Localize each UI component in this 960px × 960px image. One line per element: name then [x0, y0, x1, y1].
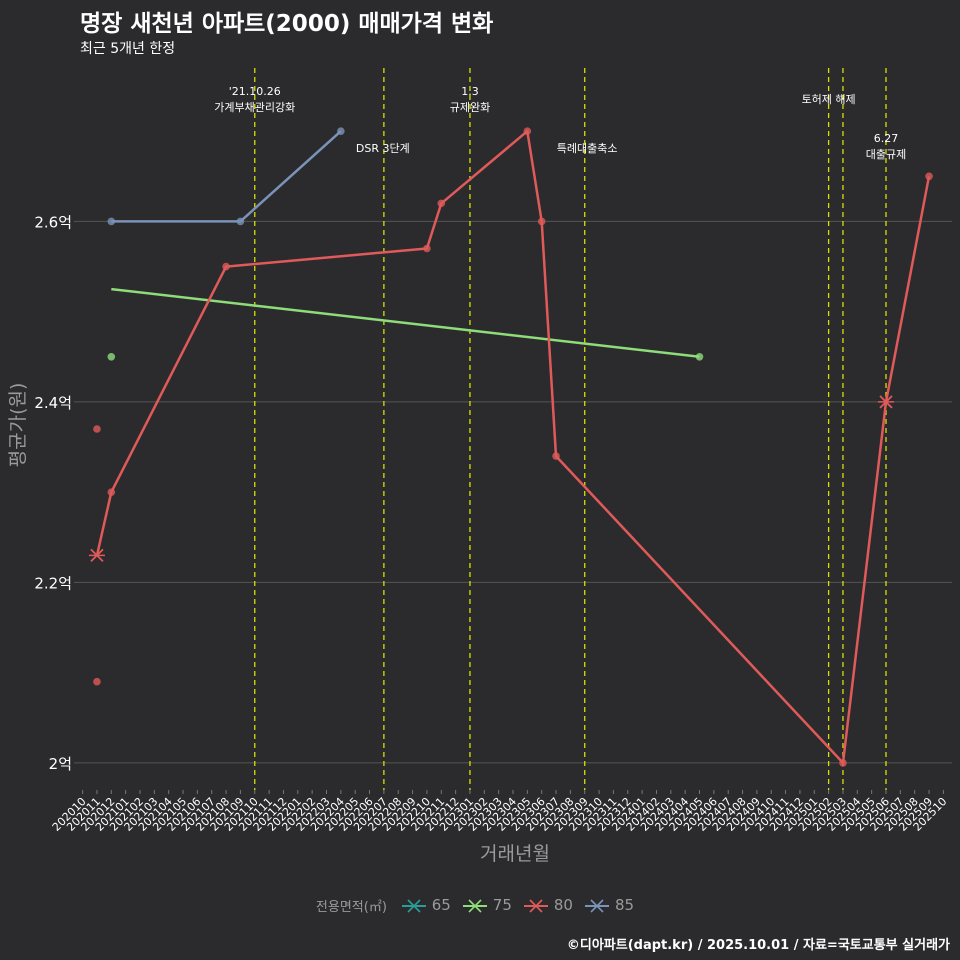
legend-key-icon [462, 899, 487, 913]
y-tick-label: 2.6억 [34, 213, 72, 231]
legend-key-icon [401, 899, 426, 913]
event-label: 대출규제 [866, 148, 906, 161]
y-tick-label: 2억 [49, 755, 72, 773]
data-point [93, 425, 101, 433]
legend-key-icon [523, 899, 548, 913]
data-point [437, 199, 446, 208]
y-tick-label: 2.2억 [34, 574, 72, 592]
data-point [523, 127, 532, 135]
legend: 전용면적(㎡) 65 75 80 85 [0, 896, 960, 915]
x-axis-ticks: 2020102020112020122021012021022021032021… [50, 790, 950, 834]
event-label: 토허제 해제 [802, 92, 856, 106]
legend-item-80: 80 [522, 896, 573, 915]
event-label: 규제완화 [450, 101, 490, 114]
legend-item-65: 65 [400, 896, 451, 915]
data-point [107, 217, 116, 226]
data-point [93, 677, 101, 686]
data-point [695, 353, 704, 361]
event-label: DSR 3단계 [356, 142, 410, 155]
data-point [222, 262, 230, 271]
chart-subtitle: 최근 5개년 한정 [80, 41, 176, 57]
data-point [107, 488, 116, 496]
data-point [552, 452, 560, 460]
data-point [107, 353, 116, 361]
event-lines [254, 68, 887, 790]
data-point [537, 217, 546, 226]
source-footer: ©디아파트(dapt.kr) / 2025.10.01 / 자료=국토교통부 실… [566, 938, 950, 953]
legend-label: 75 [492, 896, 512, 915]
series-line [95, 129, 931, 765]
grid-lines [74, 220, 952, 764]
legend-item-85: 85 [583, 896, 634, 915]
legend-label: 65 [431, 896, 451, 915]
event-label: 특례대출축소 [557, 142, 618, 155]
series-line [111, 287, 700, 359]
legend-key-icon [584, 899, 609, 913]
y-axis-label: 평균가(원) [7, 383, 29, 468]
legend-item-75: 75 [461, 896, 512, 915]
x-axis-label: 거래년월 [480, 843, 550, 865]
event-label: 가계부채관리강화 [214, 101, 295, 114]
legend-title: 전용면적(㎡) [315, 900, 387, 915]
series-80 [88, 127, 933, 767]
data-point [337, 127, 345, 135]
chart-title: 명장 새천년 아파트(2000) 매매가격 변화 [80, 11, 494, 37]
data-point [839, 759, 847, 767]
data-point [423, 244, 431, 253]
series-line [111, 130, 342, 223]
event-label: 1.3 [461, 85, 479, 98]
event-label: 6.27 [874, 132, 899, 145]
event-label: '21.10.26 [229, 85, 281, 98]
legend-label: 85 [614, 896, 635, 915]
data-point [236, 217, 245, 226]
data-point [925, 172, 933, 181]
series-85 [107, 127, 345, 226]
y-axis-ticks: 2억 2.2억 2.4억 2.6억 [34, 213, 72, 773]
legend-label: 80 [553, 896, 573, 915]
y-tick-label: 2.4억 [34, 394, 72, 412]
series-layer [88, 127, 933, 767]
